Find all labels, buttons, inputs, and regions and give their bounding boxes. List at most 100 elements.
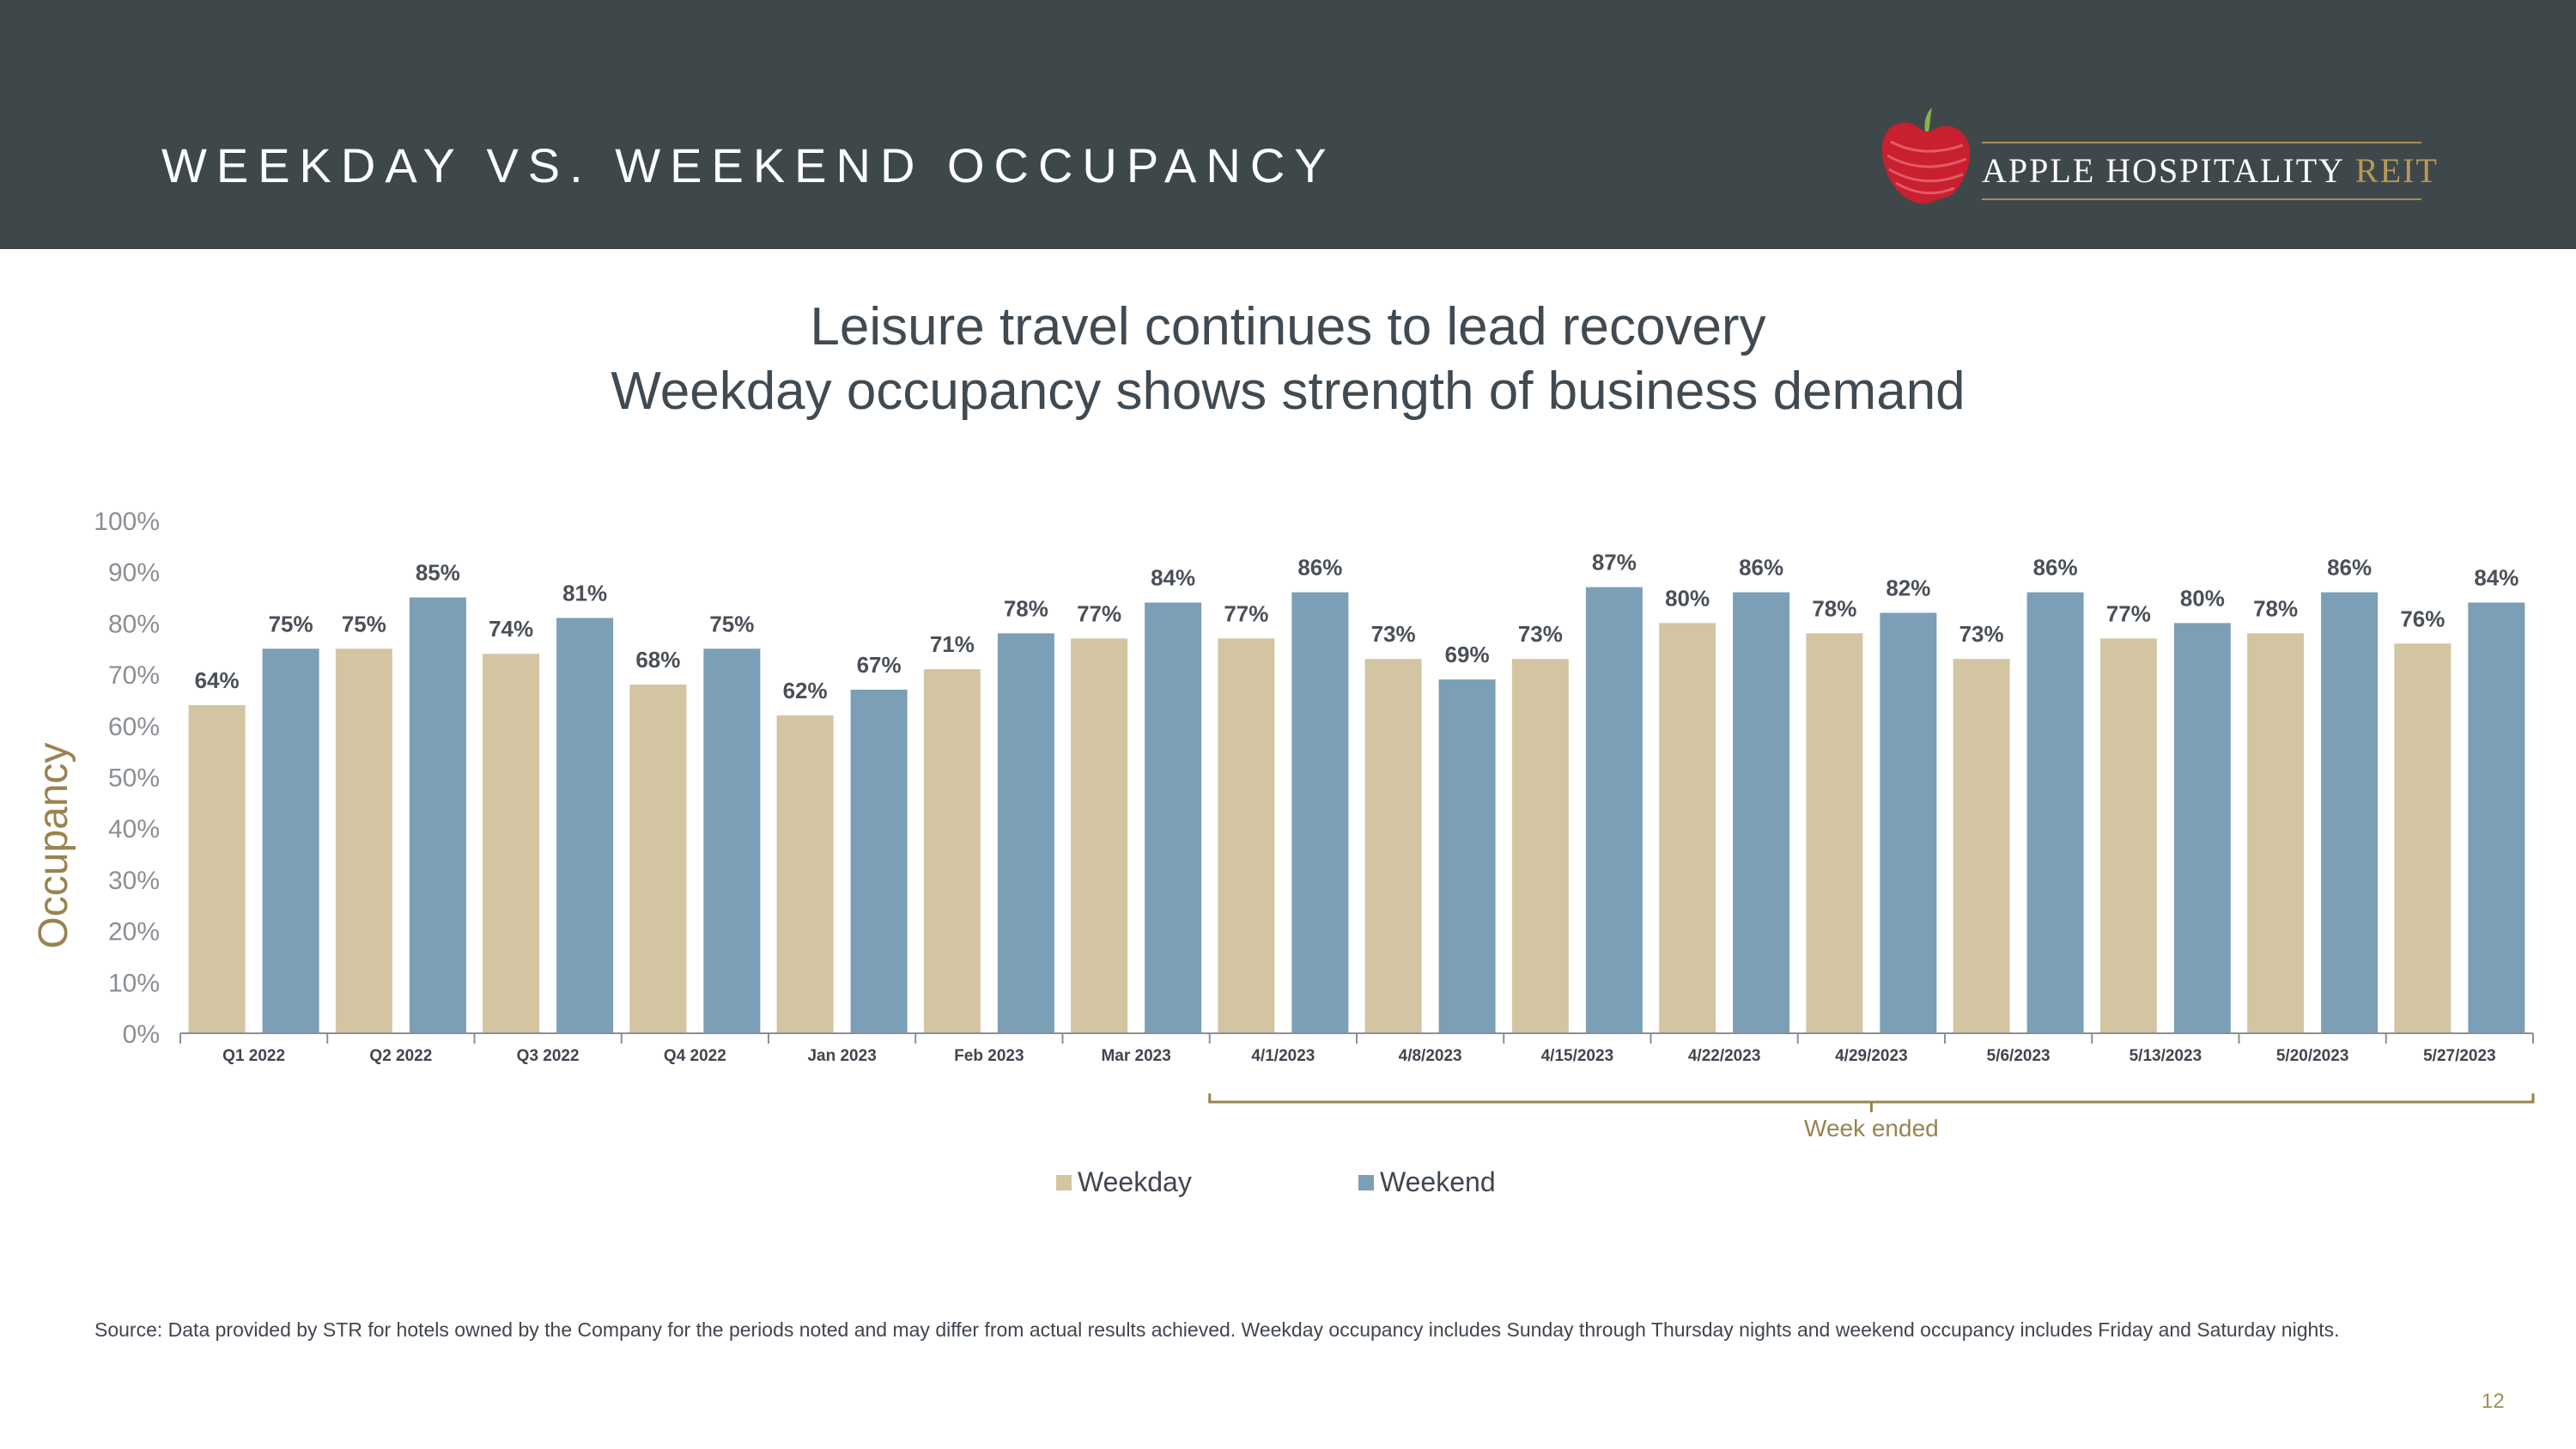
weekday-bar	[776, 715, 834, 1033]
weekend-data-label: 84%	[1151, 565, 1195, 591]
logo-name: APPLE HOSPITALITY	[1982, 151, 2346, 190]
weekend-bar	[409, 597, 466, 1033]
x-tick-label: 4/8/2023	[1399, 1047, 1462, 1065]
y-tick-label: 0%	[123, 1020, 160, 1049]
weekday-bar	[1659, 623, 1716, 1033]
weekend-bar	[2468, 602, 2525, 1033]
page-title: WEEKDAY VS. WEEKEND OCCUPANCY	[161, 138, 1336, 192]
weekday-bar	[1953, 659, 2010, 1033]
weekend-data-label: 85%	[416, 560, 460, 586]
subtitle-line-2: Weekday occupancy shows strength of busi…	[611, 362, 1965, 421]
x-tick-label: Q1 2022	[222, 1047, 285, 1065]
weekday-bar	[1806, 633, 1863, 1033]
weekday-bar	[923, 669, 981, 1033]
week-ended-label: Week ended	[1804, 1115, 1939, 1142]
weekday-legend-label: Weekday	[1078, 1166, 1192, 1197]
weekday-data-label: 64%	[195, 667, 240, 693]
y-tick-label: 40%	[108, 815, 160, 843]
weekend-legend-swatch	[1358, 1175, 1374, 1190]
weekday-bar	[1511, 659, 1569, 1033]
weekday-bar	[2394, 643, 2451, 1033]
weekday-bar	[188, 704, 246, 1033]
weekday-bar	[483, 654, 540, 1033]
x-tick-label: 5/13/2023	[2129, 1047, 2202, 1065]
weekend-data-label: 84%	[2474, 565, 2518, 591]
x-tick-label: Q2 2022	[369, 1047, 432, 1065]
source-footnote: Source: Data provided by STR for hotels …	[94, 1318, 2340, 1341]
weekday-data-label: 74%	[489, 616, 533, 642]
y-tick-label: 30%	[108, 867, 160, 895]
weekday-data-label: 76%	[2400, 606, 2445, 631]
x-tick-label: 4/15/2023	[1541, 1047, 1614, 1065]
weekday-bar	[1071, 638, 1128, 1033]
x-tick-label: Q3 2022	[517, 1047, 580, 1065]
weekend-legend-label: Weekend	[1380, 1166, 1496, 1197]
weekday-data-label: 77%	[2106, 600, 2151, 626]
weekday-data-label: 77%	[1077, 600, 1121, 626]
x-tick-label: 4/1/2023	[1251, 1047, 1315, 1065]
weekday-data-label: 71%	[930, 631, 975, 657]
y-tick-label: 100%	[94, 508, 160, 536]
x-tick-label: 5/27/2023	[2423, 1047, 2496, 1065]
y-axis-label: Occupancy	[31, 742, 76, 948]
page-number: 12	[2482, 1390, 2505, 1413]
x-tick-label: Jan 2023	[807, 1047, 876, 1065]
weekend-data-label: 80%	[2180, 585, 2225, 611]
weekend-bar	[262, 648, 319, 1033]
weekend-bar	[1585, 587, 1643, 1033]
logo-suffix: REIT	[2355, 151, 2439, 190]
weekday-bar	[335, 648, 392, 1033]
week-ended-bracket	[1208, 1093, 2535, 1112]
weekend-data-label: 81%	[562, 580, 607, 606]
apple-logo-icon	[1881, 107, 1971, 204]
weekend-bar	[1145, 602, 1202, 1033]
weekend-data-label: 75%	[269, 611, 313, 636]
weekday-bar	[629, 685, 687, 1033]
subtitle-line-1: Leisure travel continues to lead recover…	[810, 297, 1766, 356]
y-tick-label: 50%	[108, 764, 160, 793]
weekend-bar	[1880, 612, 1937, 1033]
weekday-data-label: 62%	[783, 678, 828, 703]
weekday-data-label: 80%	[1665, 585, 1710, 611]
weekend-bar	[1733, 592, 1790, 1033]
weekend-bar	[997, 633, 1054, 1033]
weekend-bar	[556, 618, 614, 1033]
y-tick-label: 20%	[108, 918, 160, 947]
x-tick-label: Feb 2023	[954, 1047, 1024, 1065]
weekend-bar	[703, 648, 761, 1033]
weekday-data-label: 73%	[1959, 621, 2004, 647]
y-tick-label: 10%	[108, 969, 160, 997]
company-logo: APPLE HOSPITALITY REIT	[1880, 107, 2437, 210]
weekday-data-label: 75%	[342, 611, 386, 636]
x-tick-label: 4/29/2023	[1835, 1047, 1908, 1065]
x-tick-label: Q4 2022	[664, 1047, 726, 1065]
x-tick-label: 5/20/2023	[2276, 1047, 2349, 1065]
weekday-data-label: 68%	[635, 647, 680, 673]
weekday-data-label: 78%	[1812, 595, 1856, 621]
weekend-bar	[2026, 592, 2084, 1033]
occupancy-chart: Occupancy 0% 10% 20% 30% 40% 50% 60% 70% 80% 90% 10…	[31, 508, 2535, 1197]
weekday-data-label: 73%	[1518, 621, 1563, 647]
x-tick-label: Mar 2023	[1101, 1047, 1170, 1065]
weekday-legend-swatch	[1056, 1175, 1072, 1190]
header-banner: WEEKDAY VS. WEEKEND OCCUPANCY APPLE HOSP…	[0, 0, 2576, 249]
weekend-bar	[2321, 592, 2379, 1033]
weekend-data-label: 86%	[1739, 555, 1783, 581]
weekday-data-label: 73%	[1371, 621, 1416, 647]
weekend-data-label: 82%	[1886, 575, 1930, 600]
weekend-bar	[1291, 592, 1349, 1033]
weekend-data-label: 69%	[1445, 642, 1490, 667]
weekend-data-label: 67%	[857, 652, 902, 678]
weekend-bar	[1438, 679, 1496, 1033]
weekday-bar	[1218, 638, 1275, 1033]
y-tick-label: 70%	[108, 661, 160, 690]
weekday-bar	[1364, 659, 1422, 1033]
weekend-data-label: 75%	[709, 611, 754, 636]
weekend-bar	[2173, 623, 2231, 1033]
y-tick-label: 80%	[108, 610, 160, 638]
weekend-data-label: 78%	[1004, 595, 1048, 621]
weekend-data-label: 86%	[2033, 555, 2078, 581]
x-tick-label: 4/22/2023	[1688, 1047, 1761, 1065]
y-tick-label: 60%	[108, 713, 160, 741]
weekday-bar	[2247, 633, 2305, 1033]
